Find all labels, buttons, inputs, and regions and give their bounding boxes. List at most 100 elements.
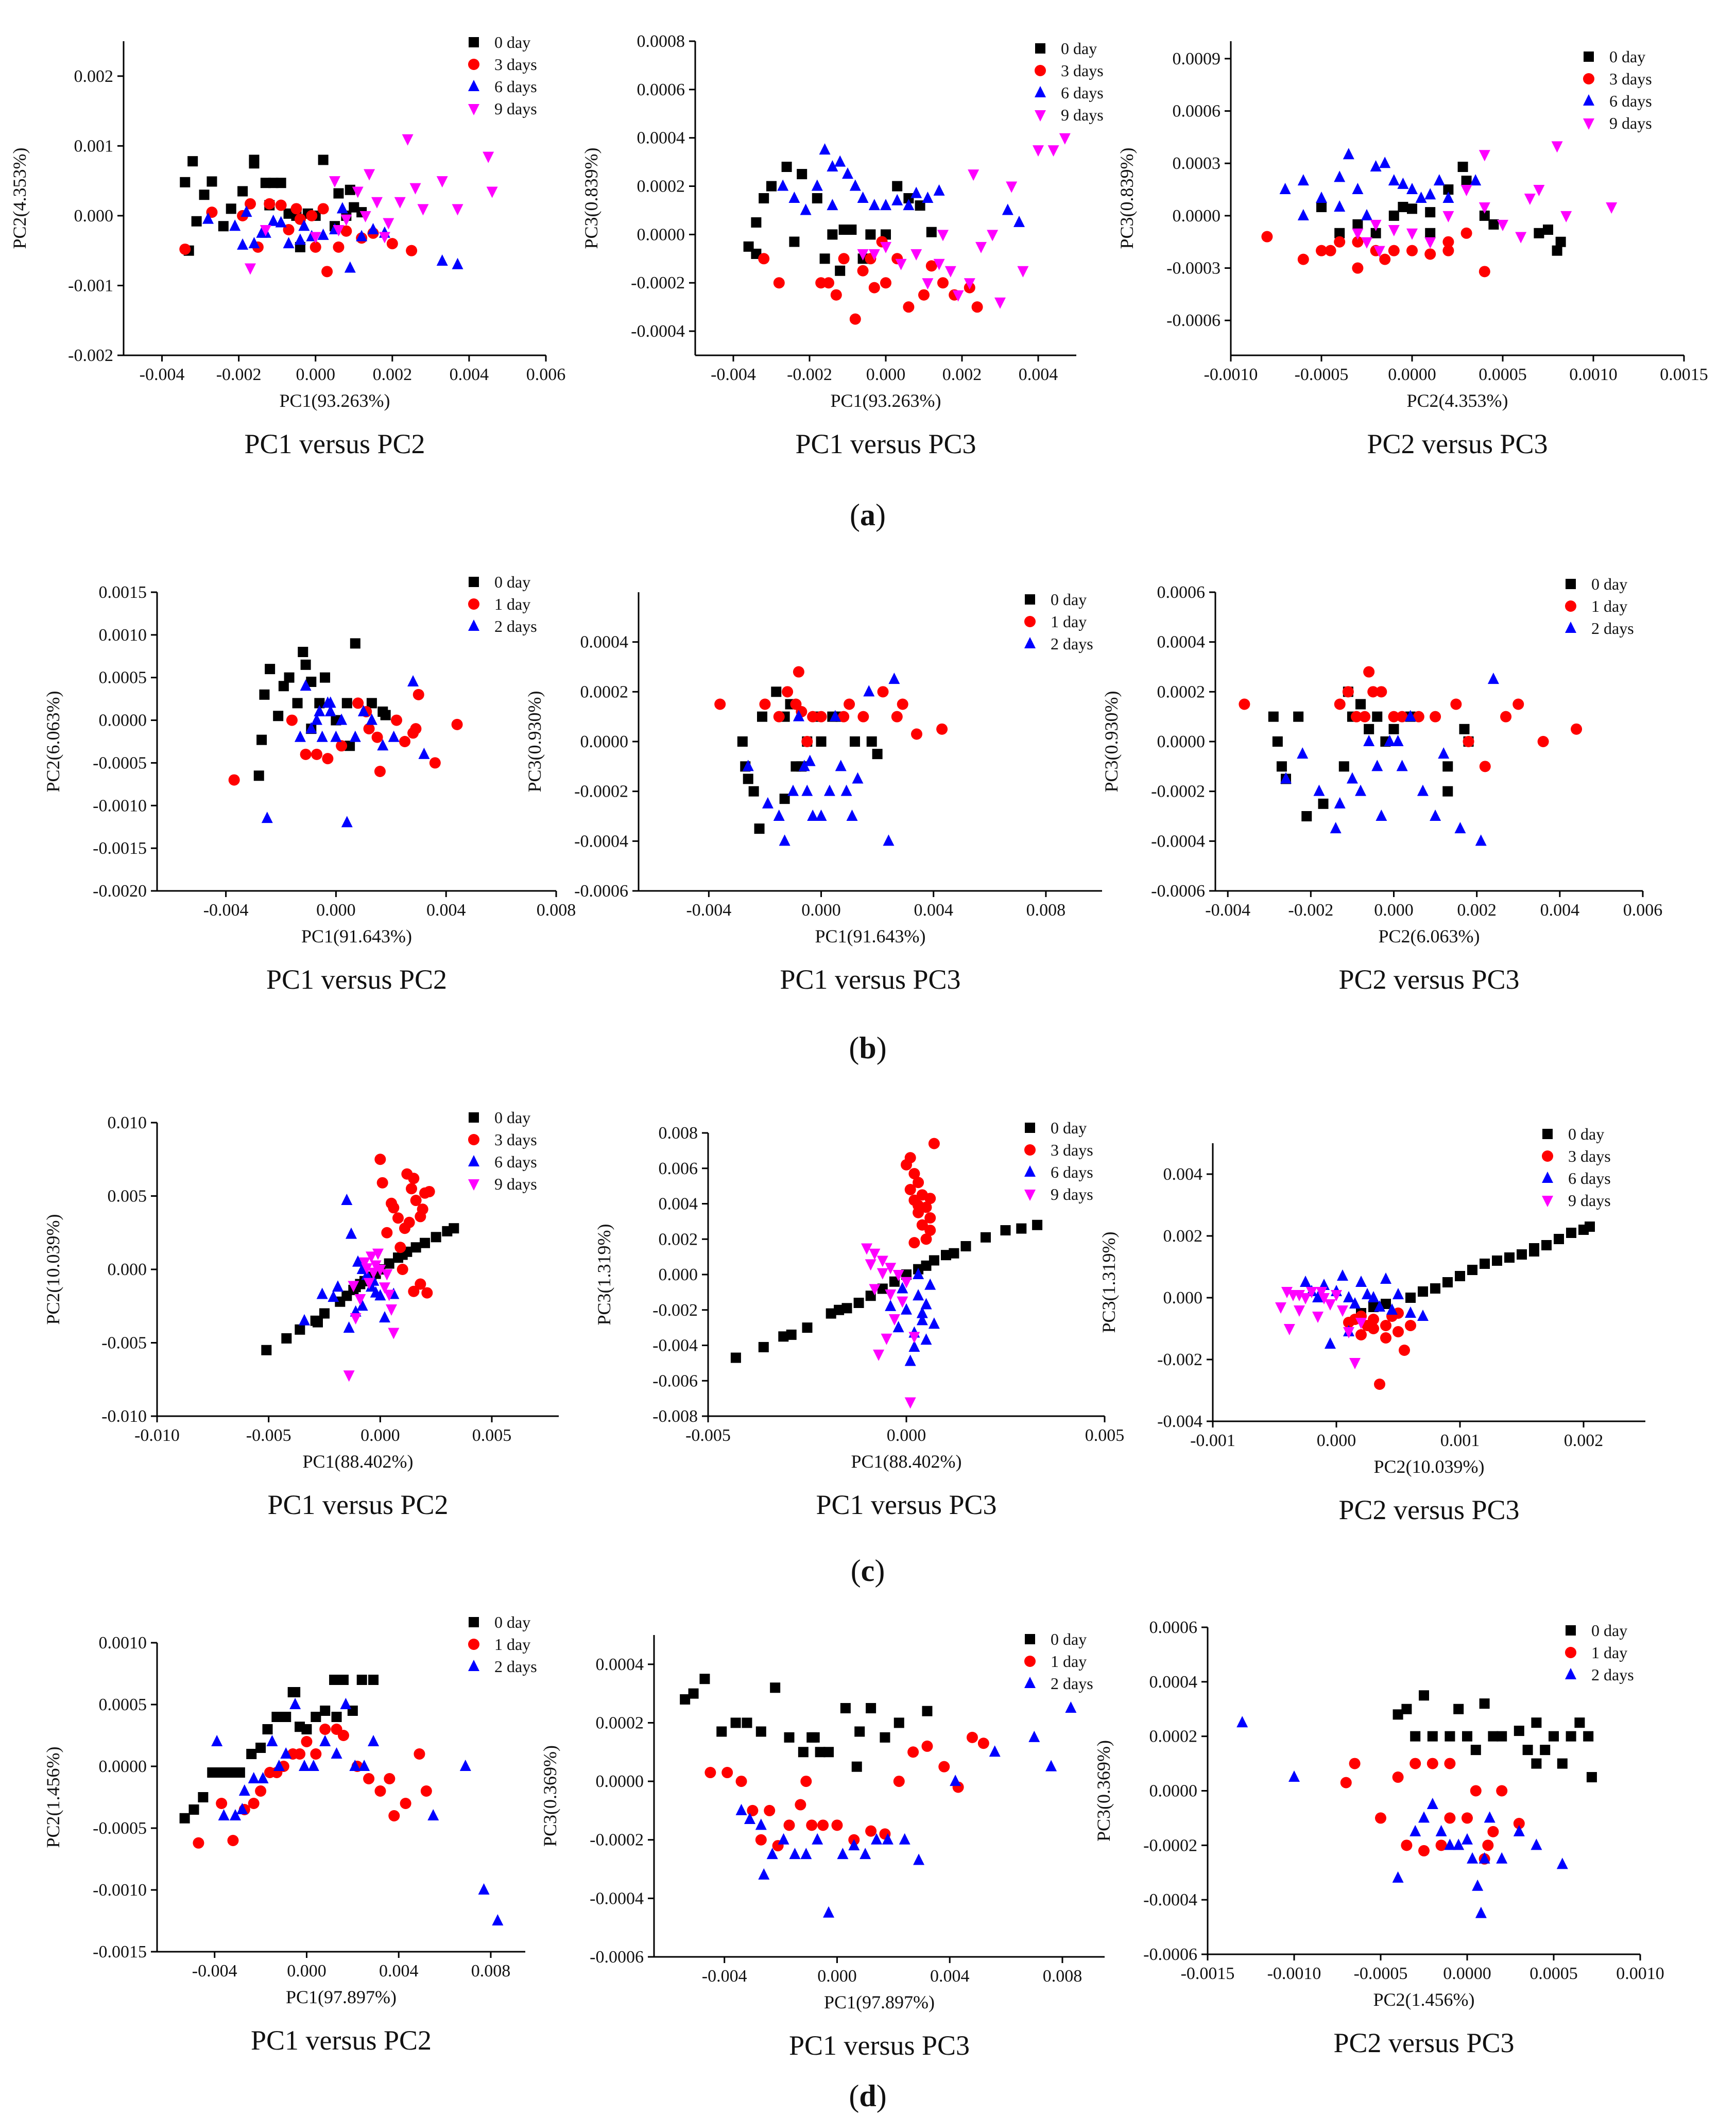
data-point: [888, 1314, 900, 1326]
data-point: [229, 219, 241, 231]
legend: 0 day 3 days 6 days 9 days: [468, 33, 537, 118]
data-point: [478, 1883, 490, 1895]
legend-marker: [1024, 1144, 1036, 1156]
y-axis-title: PC3(0.839%): [1116, 148, 1137, 249]
data-point: [281, 1712, 291, 1722]
data-point: [363, 723, 375, 735]
scatter-chart-3: -0.0010 -0.0005 0.0000 0.0005 0.0010 0.0015 -0…: [1116, 41, 1708, 459]
data-point: [336, 740, 348, 752]
data-point: [913, 1853, 925, 1865]
y-tick-label: 0.0005: [99, 1695, 147, 1714]
legend-label: 0 day: [1051, 590, 1087, 609]
data-point: [328, 1291, 339, 1302]
legend: 0 day 3 days 6 days 9 days: [1024, 1119, 1093, 1203]
data-point: [1549, 1731, 1559, 1742]
data-point: [885, 1263, 897, 1275]
y-tick-label: 0.0006: [1149, 1618, 1198, 1637]
data-point: [880, 277, 891, 289]
x-tick-label: 0.004: [1019, 365, 1058, 384]
legend-label: 0 day: [1051, 1119, 1087, 1137]
data-point: [1359, 711, 1371, 722]
x-tick-label: 0.008: [1026, 901, 1066, 920]
data-point: [374, 1785, 386, 1797]
data-point: [301, 1736, 313, 1747]
data-point: [1000, 1225, 1011, 1236]
data-point: [933, 259, 945, 270]
data-point: [1330, 822, 1342, 834]
legend-marker: [469, 37, 479, 47]
data-point: [290, 203, 302, 215]
data-point: [823, 277, 834, 289]
data-point: [840, 1703, 851, 1714]
data-point: [908, 1340, 920, 1352]
data-point: [1376, 810, 1387, 821]
x-tick-label: 0.0000: [1388, 365, 1436, 384]
data-point: [386, 1304, 397, 1316]
data-point: [319, 1735, 331, 1746]
data-point: [330, 730, 342, 742]
data-point: [1522, 1745, 1533, 1756]
data-point: [1300, 1276, 1311, 1287]
legend-marker: [1024, 1190, 1036, 1201]
data-point: [368, 1267, 380, 1279]
data-point: [340, 225, 352, 237]
chart-caption: PC1 versus PC2: [266, 964, 447, 995]
data-point: [1379, 157, 1391, 168]
data-point: [408, 1285, 420, 1297]
data-point: [368, 1675, 379, 1685]
legend-marker: [468, 1134, 479, 1145]
data-point: [1388, 245, 1400, 256]
data-point: [191, 216, 202, 227]
x-tick-label: 0.006: [526, 365, 566, 384]
data-point: [1426, 1758, 1438, 1769]
data-point: [1417, 784, 1429, 796]
data-point: [257, 1772, 269, 1783]
data-point: [388, 1810, 400, 1821]
x-tick-label: 0.002: [1457, 901, 1497, 920]
legend: 0 day 3 days 6 days 9 days: [1583, 47, 1652, 132]
data-point: [1372, 711, 1383, 722]
data-point: [1355, 784, 1367, 796]
legend: 0 day 1 day 2 days: [1024, 1630, 1093, 1693]
data-point: [908, 1168, 920, 1180]
data-point: [352, 697, 364, 709]
data-point: [1513, 1818, 1525, 1829]
data-point: [420, 1237, 430, 1248]
data-point: [800, 1776, 812, 1787]
data-point: [1430, 810, 1441, 821]
data-point: [356, 1299, 368, 1311]
data-point: [1380, 1332, 1391, 1344]
data-point: [1500, 711, 1512, 722]
x-axis-title: PC1(97.897%): [286, 1987, 397, 2007]
legend-marker: [1024, 1165, 1036, 1177]
legend-label: 6 days: [1609, 92, 1652, 110]
y-axis-title: PC2(1.456%): [43, 1747, 63, 1848]
x-tick-label: 0.000: [296, 365, 335, 384]
data-point: [301, 1724, 312, 1734]
legend: 0 day 1 day 2 days: [468, 573, 537, 635]
data-point: [237, 186, 248, 197]
data-point: [1355, 1329, 1367, 1340]
data-point: [751, 217, 762, 228]
data-point: [361, 1263, 373, 1275]
data-point: [1425, 207, 1436, 218]
data-point: [1438, 747, 1450, 759]
data-point: [861, 1243, 872, 1255]
data-point: [1435, 1825, 1447, 1836]
data-point: [781, 162, 792, 172]
data-point: [218, 221, 229, 232]
data-point: [399, 736, 411, 747]
x-tick-label: 0.004: [930, 1967, 970, 1986]
data-point: [207, 1767, 218, 1778]
data-point: [1480, 1259, 1490, 1269]
data-point: [730, 1352, 741, 1363]
data-point: [901, 1277, 912, 1288]
data-point: [1484, 1811, 1496, 1823]
data-point: [908, 1237, 920, 1249]
data-point: [452, 204, 463, 216]
y-tick-label: -0.0002: [1143, 1836, 1197, 1855]
legend-label: 1 day: [494, 595, 530, 613]
data-point: [1461, 176, 1472, 186]
data-point: [827, 229, 838, 240]
data-point: [815, 711, 827, 722]
